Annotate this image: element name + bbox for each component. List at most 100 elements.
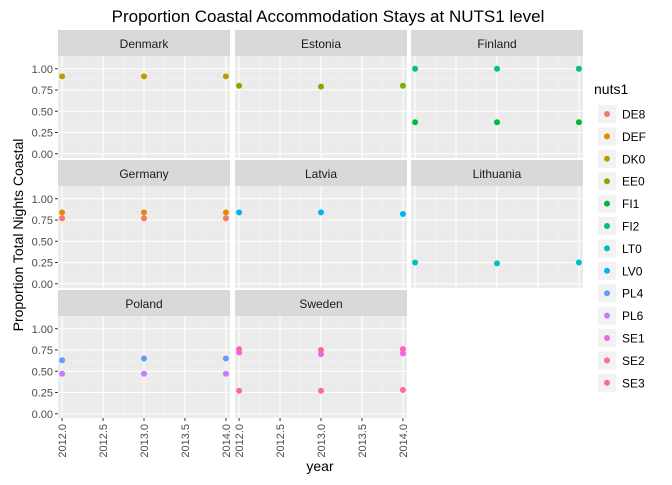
facet-denmark: Denmark 0.00 0.25 0.50 0.75 1.00	[32, 30, 230, 161]
legend-marker	[604, 379, 610, 386]
legend-label: LT0	[622, 242, 642, 256]
point-de8	[222, 215, 229, 222]
y-tick-label: 0.75	[32, 215, 53, 227]
facet-latvia: Latvia	[235, 160, 407, 288]
facet-strip	[411, 160, 583, 186]
y-tick-label: 1.00	[32, 194, 53, 206]
facet-germany: Germany 0.00 0.25 0.50 0.75 1.00	[32, 160, 230, 291]
legend-item-de8: DE8	[598, 105, 646, 123]
point-pl6	[222, 370, 229, 377]
facet-sweden: Sweden 2012.0 2012.5 2013.0 2013.5 2014.0	[234, 290, 410, 458]
facet-finland: Finland	[411, 30, 583, 158]
legend-marker	[604, 155, 610, 162]
legend-entries: DE8 DEF DK0 EE0 FI1 FI2 LT0 LV0 PL4 PL6 SE1 SE2 SE3	[598, 105, 646, 392]
facets-layer: Denmark 0.00 0.25 0.50 0.75 1.00 Estonia Finlan…	[32, 30, 583, 458]
point-fi2	[494, 65, 500, 72]
point-se3	[236, 387, 243, 394]
point-lt0	[494, 260, 500, 267]
legend-item-se1: SE1	[598, 329, 645, 347]
point-se2	[236, 346, 243, 353]
point-lt0	[575, 259, 582, 266]
legend-marker	[604, 267, 610, 274]
point-pl4	[141, 355, 147, 362]
x-tick-label: 2012.0	[57, 424, 69, 458]
point-pl4	[59, 357, 66, 364]
point-fi1	[494, 119, 500, 126]
point-ee0	[399, 82, 406, 89]
legend-item-pl4: PL4	[598, 284, 644, 303]
legend-marker	[604, 223, 610, 229]
point-se2	[318, 347, 324, 353]
facet-strip	[58, 290, 230, 316]
chart-title: Proportion Coastal Accommodation Stays a…	[112, 7, 545, 26]
legend-item-ee0: EE0	[598, 172, 645, 191]
y-tick-label: 0.75	[32, 345, 53, 357]
facet-strip	[235, 290, 407, 316]
facet-poland: Poland 0.00 0.25 0.50 0.75 1.00 2012.0 2012.5 20…	[32, 290, 233, 458]
facet-estonia: Estonia	[235, 30, 407, 158]
legend-label: SE3	[622, 376, 645, 390]
point-pl6	[141, 370, 147, 377]
legend-label: PL6	[622, 309, 644, 323]
point-lt0	[412, 259, 419, 266]
point-def	[141, 209, 147, 216]
legend-label: PL4	[622, 287, 644, 301]
facet-strip	[235, 30, 407, 56]
facet-title: Estonia	[301, 37, 341, 51]
y-tick-label: 0.75	[32, 85, 53, 97]
x-tick-label: 2012.5	[275, 424, 287, 458]
point-se3	[399, 386, 406, 393]
facet-strip	[411, 30, 583, 56]
legend-label: FI1	[622, 197, 640, 211]
y-tick-label: 0.25	[32, 388, 53, 400]
point-def	[59, 209, 66, 216]
y-tick-label: 0.50	[32, 236, 53, 248]
legend-item-fi1: FI1	[598, 194, 640, 213]
facet-title: Finland	[477, 37, 516, 51]
facet-title: Lithuania	[473, 167, 522, 181]
point-lv0	[399, 211, 406, 218]
y-tick-label: 0.00	[32, 409, 53, 421]
x-tick-label: 2014.0	[398, 424, 410, 458]
point-pl4	[222, 355, 229, 362]
legend-marker	[604, 178, 610, 185]
y-tick-label: 0.00	[32, 149, 53, 161]
facet-strip	[58, 160, 230, 186]
legend-item-se3: SE3	[598, 373, 645, 392]
facet-title: Poland	[125, 297, 162, 311]
point-pl6	[59, 370, 66, 377]
point-lv0	[318, 209, 324, 216]
y-tick-label: 0.25	[32, 128, 53, 140]
x-tick-label: 2012.0	[234, 424, 246, 458]
point-se1	[318, 351, 324, 358]
point-se1	[399, 350, 406, 357]
legend-item-se2: SE2	[598, 351, 645, 370]
legend-item-dk0: DK0	[598, 149, 646, 168]
facet-lithuania: Lithuania	[411, 160, 583, 288]
point-dk0	[222, 73, 229, 80]
x-tick-label: 2013.0	[316, 424, 328, 458]
legend-marker	[604, 290, 610, 297]
y-tick-label: 1.00	[32, 324, 53, 336]
legend-marker	[604, 312, 610, 319]
y-axis-label: Proportion Total Nights Coastal	[10, 139, 26, 332]
legend-label: DE8	[622, 108, 646, 122]
point-fi2	[412, 65, 419, 72]
point-ee0	[318, 83, 324, 90]
facet-strip	[235, 160, 407, 186]
legend: nuts1 DE8 DEF DK0 EE0 FI1 FI2 LT0 LV0 PL4 PL6 SE1 S…	[594, 81, 646, 392]
legend-marker	[604, 245, 610, 252]
point-de8	[59, 215, 66, 222]
point-lv0	[236, 209, 243, 216]
point-se3	[318, 387, 324, 394]
point-dk0	[141, 73, 147, 80]
legend-title: nuts1	[594, 81, 628, 97]
legend-label: SE2	[622, 354, 645, 368]
facet-title: Sweden	[299, 297, 342, 311]
x-tick-label: 2013.0	[139, 424, 151, 458]
point-dk0	[59, 73, 66, 80]
legend-label: DK0	[622, 152, 646, 166]
point-fi1	[575, 119, 582, 126]
